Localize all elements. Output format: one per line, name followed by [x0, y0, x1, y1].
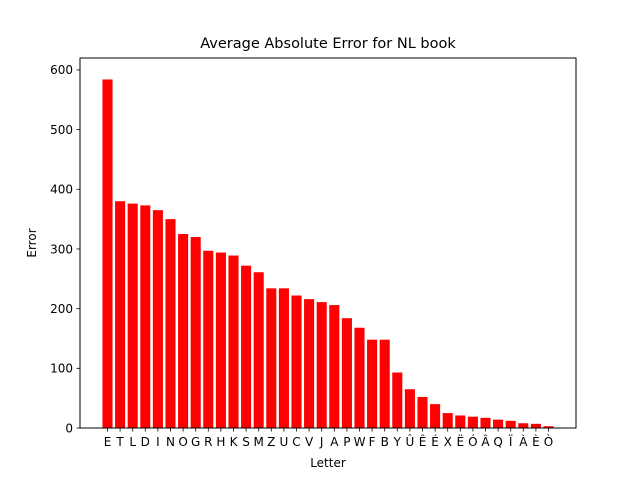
x-tick-label: Û — [406, 434, 415, 449]
x-tick-label: K — [230, 435, 239, 449]
bar-È — [530, 423, 541, 428]
x-tick-label: Y — [393, 435, 402, 449]
bar-É — [430, 404, 441, 428]
x-tick-label: H — [216, 435, 225, 449]
bar-Ï — [505, 420, 516, 428]
y-axis-label: Error — [25, 228, 39, 257]
x-tick-label: D — [141, 435, 150, 449]
bar-E — [102, 79, 113, 428]
bar-I — [152, 210, 163, 428]
bar-P — [341, 318, 352, 428]
x-tick-label: Ò — [544, 434, 553, 449]
bar-Z — [266, 288, 277, 428]
bar-B — [379, 339, 390, 428]
x-tick-label: O — [178, 435, 187, 449]
x-tick-label: G — [191, 435, 200, 449]
bars — [102, 79, 554, 428]
bar-T — [115, 201, 126, 428]
x-tick-label: À — [519, 434, 528, 449]
bar-V — [304, 299, 315, 428]
x-tick-label: Ê — [419, 434, 427, 449]
bar-Ê — [417, 396, 428, 428]
bar-M — [253, 272, 264, 428]
bar-Ò — [543, 426, 554, 428]
bar-Û — [404, 389, 415, 428]
x-tick-label: J — [319, 435, 324, 449]
bar-W — [354, 327, 365, 428]
x-tick-label: L — [129, 435, 136, 449]
x-tick-label: X — [444, 435, 452, 449]
y-tick-label: 0 — [65, 421, 73, 435]
x-tick-label: W — [354, 435, 366, 449]
x-tick-label: Q — [493, 435, 502, 449]
x-tick-label: T — [115, 435, 124, 449]
bar-J — [316, 302, 327, 428]
bar-R — [203, 250, 214, 428]
bar-Q — [493, 419, 504, 428]
bar-D — [140, 205, 151, 428]
bar-K — [228, 255, 239, 428]
bar-Â — [480, 417, 491, 428]
x-tick-label: P — [343, 435, 350, 449]
x-tick-label: S — [242, 435, 250, 449]
x-tick-label: Z — [267, 435, 275, 449]
x-tick-label: N — [166, 435, 175, 449]
bar-Ó — [467, 416, 478, 428]
bar-N — [165, 219, 176, 428]
x-axis-label: Letter — [310, 456, 346, 470]
y-tick-label: 500 — [50, 123, 73, 137]
x-tick-label: Â — [481, 434, 490, 449]
bar-S — [241, 265, 252, 428]
x-tick-label: E — [104, 435, 112, 449]
x-tick-label: A — [330, 435, 339, 449]
bar-H — [215, 252, 226, 428]
bar-Ë — [455, 415, 466, 428]
x-tick-label: R — [204, 435, 212, 449]
bar-O — [178, 234, 189, 428]
bar-F — [367, 339, 378, 428]
x-tick-label: F — [369, 435, 376, 449]
x-tick-label: È — [532, 434, 540, 449]
bar-A — [329, 305, 340, 428]
bar-À — [518, 423, 529, 428]
bar-L — [127, 203, 138, 428]
y-axis: 0 100 200 300 400 500 600 — [50, 63, 80, 435]
x-tick-label: B — [381, 435, 389, 449]
bar-X — [442, 413, 453, 428]
y-tick-label: 100 — [50, 362, 73, 376]
y-tick-label: 600 — [50, 63, 73, 77]
x-tick-label: Ó — [468, 434, 477, 449]
x-tick-label: U — [280, 435, 289, 449]
chart-title: Average Absolute Error for NL book — [200, 36, 456, 52]
y-tick-label: 400 — [50, 183, 73, 197]
bar-G — [190, 237, 201, 428]
bar-C — [291, 295, 302, 428]
x-tick-label: V — [305, 435, 314, 449]
y-tick-label: 300 — [50, 242, 73, 256]
x-tick-label: É — [431, 434, 439, 449]
y-tick-label: 200 — [50, 302, 73, 316]
x-tick-label: M — [254, 435, 264, 449]
plot-frame — [79, 57, 577, 429]
bar-U — [278, 288, 289, 428]
x-tick-label: Ï — [509, 434, 513, 449]
x-tick-label: I — [156, 435, 160, 449]
x-tick-label: C — [292, 435, 300, 449]
x-tick-label: Ë — [457, 434, 465, 449]
bar-Y — [392, 372, 403, 428]
